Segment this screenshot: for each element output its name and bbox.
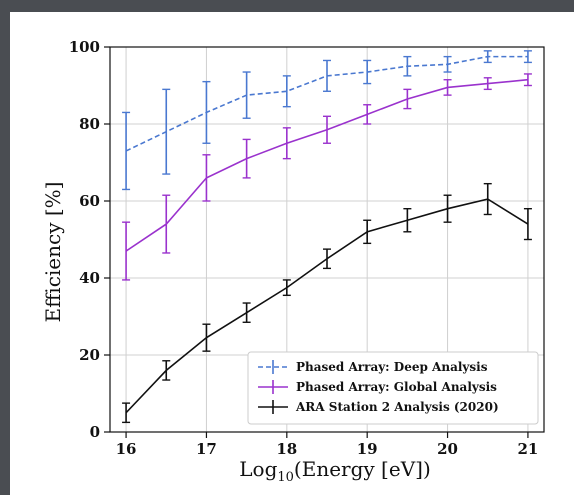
x-axis-label: Log10(Energy [eV]) — [239, 457, 431, 485]
legend-item-2: Phased Array: Global Analysis — [258, 380, 497, 394]
y-tick-label: 0 — [90, 423, 100, 441]
y-tick-label: 60 — [79, 192, 100, 210]
x-tick-label: 16 — [116, 440, 137, 458]
series-line — [125, 78, 529, 252]
legend-box — [247, 351, 539, 425]
series-layer — [122, 50, 532, 424]
y-tick-label: 40 — [79, 269, 100, 287]
x-tick-label: 17 — [196, 440, 217, 458]
x-tick-label: 21 — [517, 440, 538, 458]
chart-frame: 16 17 18 19 20 21 0 20 40 60 80 100 Phased Array: D… — [10, 12, 574, 495]
axis-ticks: 16 17 18 19 20 21 0 20 40 60 80 100 — [69, 38, 539, 458]
legend-label: Phased Array: Global Analysis — [296, 380, 497, 394]
y-tick-label: 80 — [79, 115, 100, 133]
legend-item-1: Phased Array: Deep Analysis — [258, 360, 488, 374]
x-tick-label: 18 — [276, 440, 297, 458]
y-tick-label: 100 — [69, 38, 100, 56]
legend-item-3: ARA Station 2 Analysis (2020) — [258, 400, 499, 414]
legend-label: ARA Station 2 Analysis (2020) — [295, 400, 499, 414]
x-tick-label: 19 — [357, 440, 378, 458]
efficiency-chart: 16 17 18 19 20 21 0 20 40 60 80 100 Phased Array: D… — [41, 38, 545, 485]
y-axis-label: Efficiency [%] — [41, 182, 65, 323]
legend-label: Phased Array: Deep Analysis — [296, 360, 488, 374]
series-3 — [122, 182, 532, 424]
series-1 — [122, 50, 532, 191]
legend: Phased Array: Deep Analysis Phased Array:… — [247, 351, 539, 425]
y-tick-label: 20 — [79, 346, 100, 364]
x-tick-label: 20 — [437, 440, 458, 458]
series-2 — [122, 73, 532, 281]
plot-border — [109, 46, 545, 433]
